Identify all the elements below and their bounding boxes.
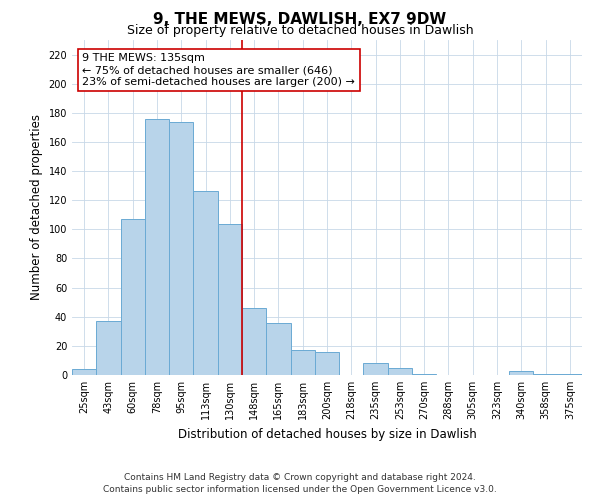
Bar xyxy=(96,321,121,375)
Bar xyxy=(388,368,412,375)
Bar xyxy=(364,364,388,375)
Bar xyxy=(266,322,290,375)
Text: 9, THE MEWS, DAWLISH, EX7 9DW: 9, THE MEWS, DAWLISH, EX7 9DW xyxy=(154,12,446,28)
X-axis label: Distribution of detached houses by size in Dawlish: Distribution of detached houses by size … xyxy=(178,428,476,440)
Bar xyxy=(121,219,145,375)
Y-axis label: Number of detached properties: Number of detached properties xyxy=(30,114,43,300)
Bar xyxy=(315,352,339,375)
Bar xyxy=(412,374,436,375)
Bar xyxy=(242,308,266,375)
Text: Contains HM Land Registry data © Crown copyright and database right 2024.
Contai: Contains HM Land Registry data © Crown c… xyxy=(103,472,497,494)
Bar xyxy=(533,374,558,375)
Bar xyxy=(218,224,242,375)
Bar xyxy=(169,122,193,375)
Text: Size of property relative to detached houses in Dawlish: Size of property relative to detached ho… xyxy=(127,24,473,37)
Text: 9 THE MEWS: 135sqm
← 75% of detached houses are smaller (646)
23% of semi-detach: 9 THE MEWS: 135sqm ← 75% of detached hou… xyxy=(82,54,355,86)
Bar xyxy=(509,370,533,375)
Bar xyxy=(72,369,96,375)
Bar xyxy=(193,192,218,375)
Bar xyxy=(290,350,315,375)
Bar xyxy=(145,118,169,375)
Bar xyxy=(558,374,582,375)
